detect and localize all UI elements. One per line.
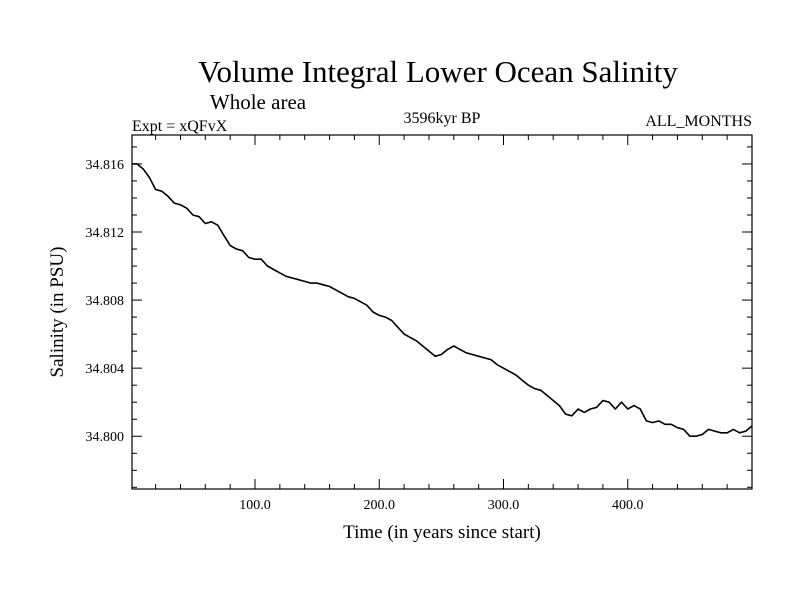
y-tick-label: 34.800 [86, 430, 125, 445]
x-tick-label: 400.0 [612, 498, 644, 513]
y-tick-label: 34.808 [86, 294, 125, 309]
months-label: ALL_MONTHS [645, 113, 752, 130]
x-axis: 100.0 200.0 300.0 400.0 [155, 135, 753, 513]
y-axis: 34.800 34.804 34.808 34.812 34.816 [86, 146, 752, 488]
experiment-label: Expt = xQFvX [132, 118, 228, 135]
y-tick-label: 34.804 [86, 362, 125, 377]
chart-title: Volume Integral Lower Ocean Salinity [198, 54, 678, 89]
series-line-salinity [132, 163, 753, 438]
plot-frame [131, 134, 753, 490]
chart-subtitle: Whole area [210, 90, 307, 114]
y-tick-label: 34.816 [86, 158, 125, 173]
x-tick-label: 300.0 [488, 498, 520, 513]
x-tick-label: 100.0 [239, 498, 271, 513]
x-tick-label: 200.0 [364, 498, 396, 513]
y-tick-label: 34.812 [86, 226, 125, 241]
series-layer [132, 163, 753, 438]
x-axis-label: Time (in years since start) [343, 522, 541, 543]
period-label: 3596kyr BP [404, 110, 481, 127]
y-axis-label: Salinity (in PSU) [47, 247, 68, 378]
